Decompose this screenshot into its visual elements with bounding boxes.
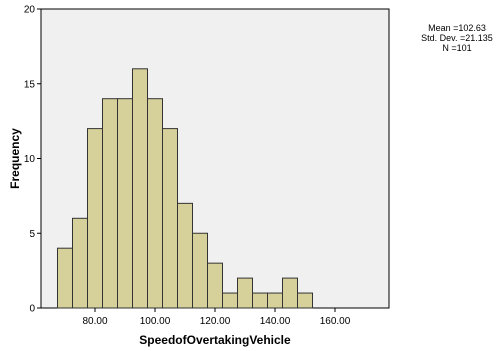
histogram-bar (162, 128, 178, 309)
y-tick-label: 15 (24, 79, 36, 90)
bars-group (57, 68, 313, 309)
stats-box: Mean =102.63 Std. Dev. =21.135 N =101 (421, 23, 493, 53)
histogram-bar (132, 68, 148, 309)
histogram-bar (72, 217, 88, 309)
y-tick-label: 20 (24, 5, 36, 16)
histogram-bar (57, 247, 73, 309)
histogram-bar (192, 232, 208, 309)
x-axis-title: SpeedofOvertakingVehicle (139, 333, 291, 347)
histogram-bar (297, 292, 313, 309)
ticks-group: 0 5 10 15 20 80.00 100.00 120.00 140.00 160.00 (24, 5, 351, 328)
y-tick-label: 10 (24, 154, 36, 165)
histogram-bar (252, 292, 268, 309)
histogram-bar (282, 277, 298, 309)
x-tick-label: 140.00 (260, 316, 291, 327)
histogram-bar (207, 262, 223, 309)
x-tick-label: 160.00 (320, 316, 351, 327)
x-tick-label: 80.00 (82, 316, 107, 327)
histogram-bar (102, 98, 118, 309)
y-axis-title: Frequency (8, 128, 22, 189)
y-tick-label: 5 (29, 229, 35, 240)
histogram-bar (177, 202, 193, 309)
histogram-bar (147, 98, 163, 309)
histogram-bar (267, 292, 283, 309)
histogram-bar (237, 277, 253, 309)
x-tick-label: 120.00 (200, 316, 231, 327)
histogram-bar (222, 292, 238, 309)
stat-n: N =101 (442, 43, 471, 53)
histogram-bar (87, 128, 103, 309)
histogram-bar (117, 98, 133, 309)
stat-std-dev: Std. Dev. =21.135 (421, 33, 493, 43)
stat-mean: Mean =102.63 (428, 23, 486, 33)
y-tick-label: 0 (29, 304, 35, 315)
x-tick-label: 100.00 (140, 316, 171, 327)
